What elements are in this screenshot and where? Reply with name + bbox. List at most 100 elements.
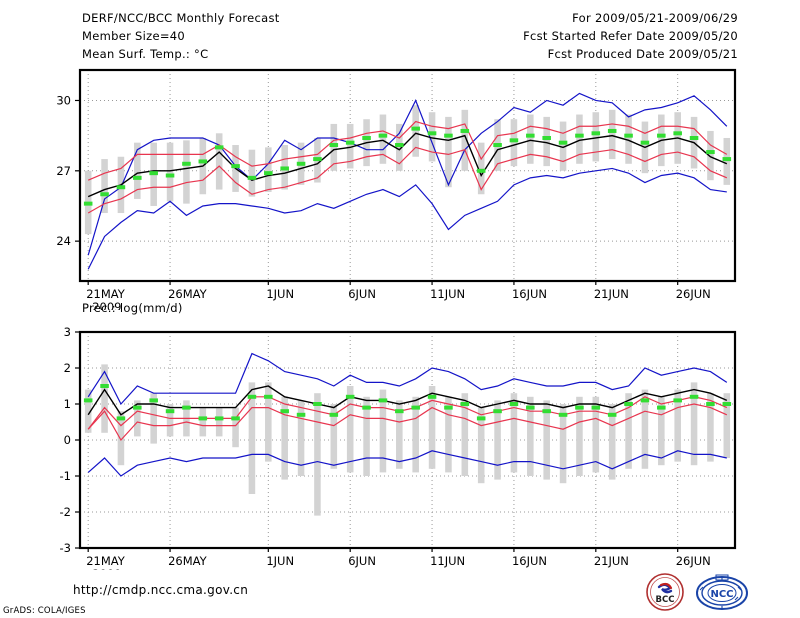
spread-bar [527,114,534,164]
spread-bar [330,404,338,469]
x-tick-label: 26JUN [676,287,711,301]
y-tick-label: 1 [64,397,71,411]
spread-bar [134,400,141,437]
series-line-upper-quartile [87,396,728,430]
spread-bar [576,396,583,476]
series-line-min [87,450,727,477]
spread-bar [428,112,436,162]
website-url[interactable]: http://cmdp.ncc.cma.gov.cn [73,583,249,597]
spread-bar [281,396,288,480]
spread-bar [723,393,731,458]
series-line-max [87,352,728,406]
series-line-min [87,167,727,270]
spread-bar [248,149,256,197]
temp-panel-title: Mean Surf. Temp.: °C [82,47,209,61]
spread-bar [445,116,452,188]
y-tick-label: 3 [64,325,71,339]
x-tick-label: 6JUN [348,554,376,568]
spread-bar [396,400,403,469]
spread-bar [379,114,387,164]
spread-bar [559,404,567,484]
spread-bar [134,142,141,199]
forecast-period-label: For 2009/05/21-2009/06/29 [572,11,738,25]
ncc-logo: NCC [696,574,748,610]
spread-bar [199,407,207,437]
spread-bar [215,133,223,190]
spread-bar [117,411,125,466]
grads-credit: GrADS: COLA/IGES [3,606,86,616]
y-tick-label: -3 [60,541,71,555]
spread-bar [445,396,452,473]
spread-bar [543,116,550,167]
x-tick-label: 11JUN [430,554,465,568]
y-tick-label: 0 [64,433,71,447]
spread-bar [396,123,403,171]
spread-bar [527,396,534,476]
series-line-mean [87,385,728,416]
temperature-chart: 21MAY 26MAY 1JUN 6JUN 11JUN 16JUN 21JUN 26JUN 20… [56,68,737,310]
spread-bar [543,400,550,480]
spread-bar [707,130,714,181]
bcc-logo: BCC [646,573,684,611]
series-line-max [87,92,728,256]
spread-bar [428,386,436,469]
forecast-start-date-label: Fcst Started Refer Date 2009/05/20 [523,29,738,43]
spread-bar [608,109,616,160]
spread-bar [510,393,518,473]
x-tick-label: 16JUN [512,554,547,568]
spread-bar [461,393,469,476]
plot-frame [78,68,737,283]
x-tick-label: 21MAY [86,287,126,301]
series-line-upper-quartile [87,120,728,181]
spread-bar-group [84,364,731,516]
x-tick-label: 11JUN [430,287,465,301]
spread-bar [330,123,338,171]
spread-bar [625,393,632,469]
prec-panel-title: Prec.: log(mm/d) [82,301,183,315]
x-axis-year-label: 2009 [92,300,121,310]
spread-bar [674,389,681,462]
y-tick-label: 30 [56,93,71,107]
spread-bar [477,142,485,195]
spread-bar [559,121,567,171]
x-tick-label: 26MAY [168,287,208,301]
spread-bar [608,404,616,480]
spread-bar [494,400,501,480]
spread-bar [592,396,600,473]
spread-bar [412,396,419,473]
spread-bar [592,112,600,162]
series-line-lower-quartile [87,146,728,214]
spread-bar [412,105,419,157]
spread-bar [232,407,239,448]
spread-bar [101,159,108,214]
logo-group: BCC NCC [645,572,750,612]
x-tick-label: 1JUN [266,287,294,301]
spread-bar [658,396,665,466]
spread-bar [166,404,174,437]
spread-bar [150,393,157,444]
y-tick-label: 24 [56,234,71,248]
x-tick-label: 6JUN [348,287,376,301]
plot-frame [78,330,737,550]
spread-bar [265,147,272,192]
title-product: DERF/NCC/BCC Monthly Forecast [82,11,280,25]
y-tick-label: -2 [60,505,71,519]
bcc-logo-text: BCC [656,595,675,605]
spread-bar [346,386,354,473]
spread-bar [723,137,731,185]
series-line-lower-quartile [87,403,728,442]
x-tick-label: 21JUN [594,287,629,301]
y-tick-label: -1 [60,469,71,483]
spread-bar [510,119,518,167]
spread-bar [215,407,223,437]
x-tick-label: 21MAY [86,554,126,568]
y-tick-label: 27 [56,164,71,178]
x-tick-label: 1JUN [266,554,294,568]
spread-bar [265,382,272,462]
x-tick-label: 26JUN [676,554,711,568]
x-tick-label: 16JUN [512,287,547,301]
median-marker-group [83,384,732,421]
spread-bar [84,389,92,433]
spread-bar [690,382,698,466]
